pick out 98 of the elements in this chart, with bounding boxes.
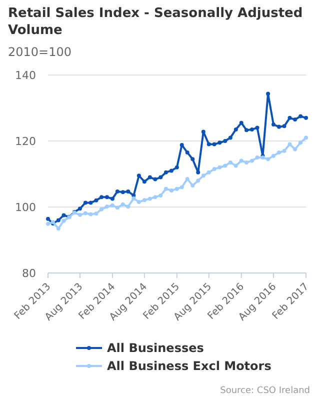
legend-label: All Business Excl Motors <box>107 359 272 373</box>
chart-subtitle: 2010=100 <box>8 45 72 59</box>
point <box>115 189 120 194</box>
point <box>272 154 276 158</box>
point <box>244 160 248 164</box>
point <box>56 226 60 230</box>
point <box>142 198 146 202</box>
point <box>212 142 216 146</box>
point <box>288 142 292 146</box>
point <box>164 170 168 174</box>
point <box>244 128 248 132</box>
point <box>272 122 276 126</box>
point <box>110 196 114 201</box>
point <box>174 186 179 191</box>
point <box>174 165 179 170</box>
point <box>136 174 141 178</box>
point <box>276 124 281 129</box>
point <box>255 156 260 160</box>
point <box>120 190 125 194</box>
point <box>234 164 238 168</box>
point <box>142 180 146 184</box>
point <box>153 177 158 182</box>
point <box>228 136 232 140</box>
point <box>104 195 109 200</box>
point <box>201 174 206 178</box>
point <box>206 170 211 174</box>
point <box>266 92 270 96</box>
point <box>158 175 163 180</box>
point <box>293 147 298 152</box>
point <box>56 218 60 222</box>
point <box>228 160 232 164</box>
point <box>212 167 216 172</box>
point <box>266 157 270 162</box>
point <box>223 164 228 168</box>
point <box>62 213 66 218</box>
point <box>46 216 50 221</box>
point <box>255 126 260 130</box>
point <box>169 188 174 192</box>
point <box>304 136 308 140</box>
point <box>201 130 206 134</box>
point <box>218 165 222 170</box>
point <box>250 127 254 132</box>
point <box>78 212 82 217</box>
point <box>180 185 184 190</box>
point <box>83 200 88 205</box>
point <box>132 196 136 200</box>
point <box>282 148 286 153</box>
point <box>250 158 254 163</box>
legend-label: All Businesses <box>107 341 204 355</box>
point <box>115 206 120 210</box>
source-note: Source: CSO Ireland <box>220 386 310 396</box>
point <box>94 198 98 202</box>
point <box>288 116 292 120</box>
point <box>196 170 200 174</box>
chart-title: Retail Sales Index - Seasonally Adjusted Volume <box>8 6 303 38</box>
point <box>88 212 93 216</box>
point <box>196 178 200 183</box>
point <box>100 195 104 200</box>
y-tick-label: 100 <box>15 201 36 214</box>
point <box>185 176 190 181</box>
point <box>169 168 174 173</box>
point <box>62 218 66 223</box>
point <box>46 222 50 226</box>
point <box>206 142 211 146</box>
point <box>239 158 244 163</box>
point <box>94 212 98 216</box>
point <box>164 186 168 191</box>
point <box>148 196 152 201</box>
point <box>120 202 125 206</box>
point <box>234 127 238 132</box>
point <box>83 211 88 216</box>
point <box>185 150 190 155</box>
y-tick-label: 140 <box>15 69 36 82</box>
point <box>153 195 158 200</box>
point <box>223 139 228 143</box>
y-tick-label: 120 <box>15 135 36 148</box>
y-tick-label: 80 <box>22 267 36 280</box>
point <box>158 193 163 198</box>
point <box>88 200 93 205</box>
point <box>293 118 298 122</box>
point <box>104 204 109 209</box>
point <box>282 124 286 128</box>
point <box>190 157 195 162</box>
point <box>126 189 130 194</box>
point <box>190 184 195 188</box>
point <box>136 200 141 204</box>
point <box>298 114 303 118</box>
point <box>239 120 244 125</box>
point <box>78 206 82 211</box>
point <box>126 204 130 209</box>
point <box>218 140 222 145</box>
point <box>148 175 152 180</box>
point <box>110 203 114 208</box>
point <box>100 207 104 212</box>
point <box>276 150 281 155</box>
point <box>304 116 308 120</box>
point <box>298 140 303 145</box>
point <box>180 142 184 147</box>
